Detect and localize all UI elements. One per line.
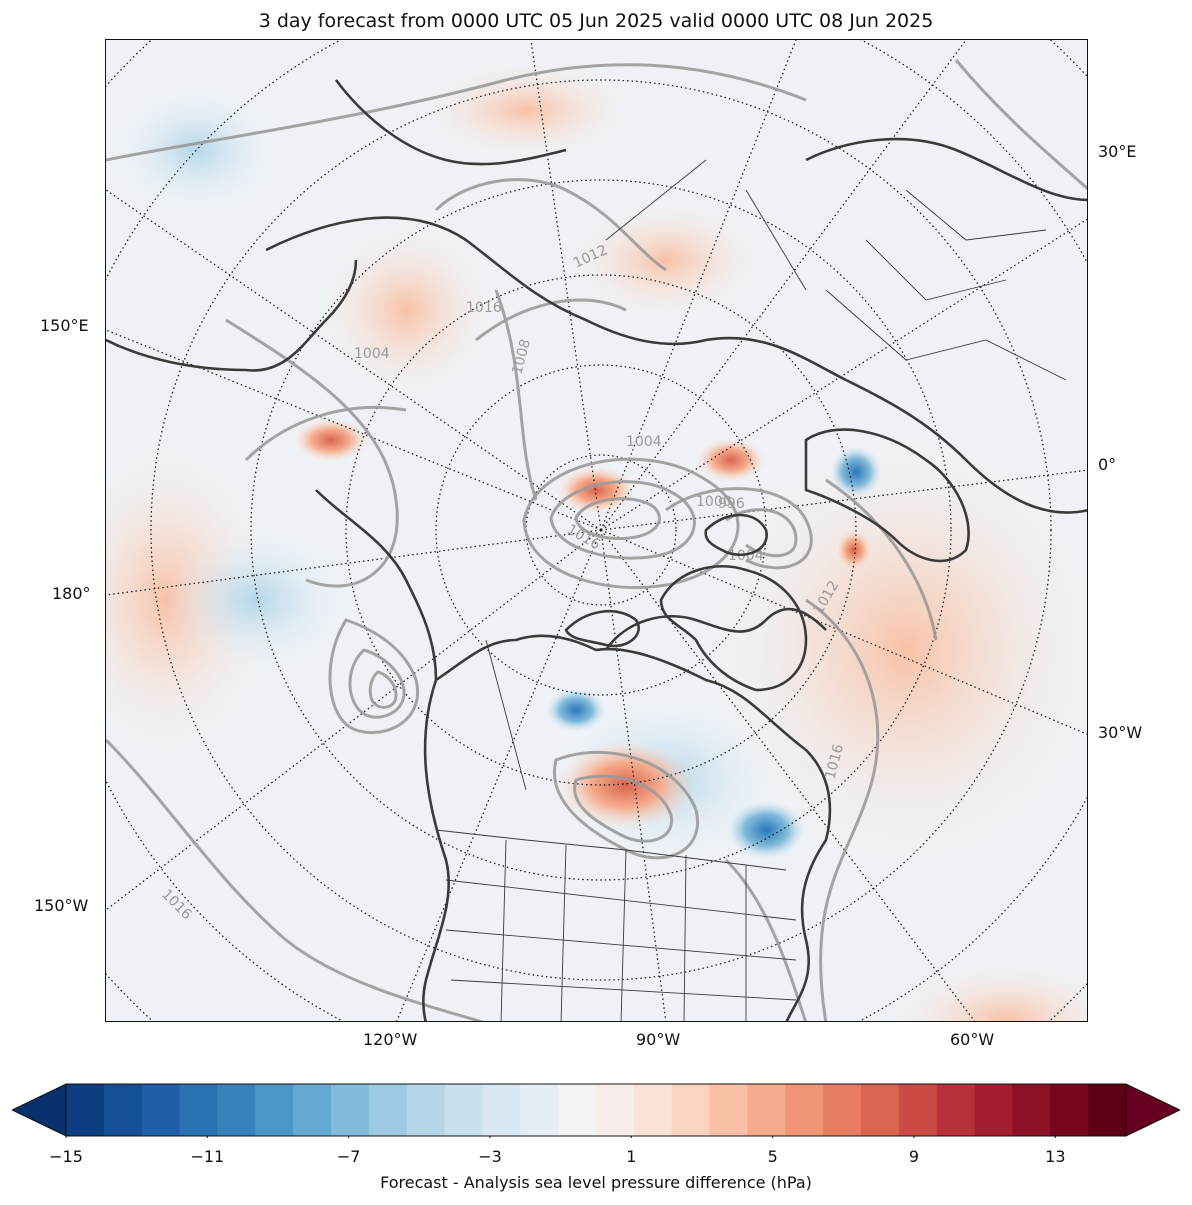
colorbar-outline xyxy=(65,1083,1127,1137)
colorbar-tick-label: 13 xyxy=(1045,1147,1066,1166)
colorbar-segment xyxy=(785,1084,824,1136)
colorbar-segment xyxy=(482,1084,521,1136)
colorbar-segment xyxy=(406,1084,446,1136)
low-pressure-difference-anomaly xyxy=(830,446,882,498)
colorbar-segment xyxy=(331,1084,370,1136)
colorbar-segment xyxy=(671,1084,711,1136)
lon-label-30e: 30°E xyxy=(1098,142,1137,161)
colorbar-segment xyxy=(709,1084,748,1136)
lon-label-90w: 90°W xyxy=(636,1030,681,1049)
colorbar-segment xyxy=(103,1084,143,1136)
colorbar-svg xyxy=(10,1083,1182,1141)
colorbar-extend-max xyxy=(1125,1083,1182,1137)
isobars xyxy=(106,59,1087,1021)
colorbar-tick-label: 5 xyxy=(767,1147,778,1166)
lon-label-150w: 150°W xyxy=(34,896,89,915)
colorbar-extend-min xyxy=(10,1083,67,1137)
isobar-label-1016: 1016 xyxy=(466,300,502,316)
map-panel[interactable]: 1000 1004 1004 1004 1008 1012 1012 1016 … xyxy=(105,39,1088,1022)
isobar-label-1008: 1008 xyxy=(509,337,534,376)
colorbar-segment xyxy=(1012,1084,1051,1136)
colorbar-segment xyxy=(179,1084,218,1136)
isobar-label-1004: 1004 xyxy=(354,346,390,362)
lon-label-150e: 150°E xyxy=(40,316,89,335)
colorbar-segment xyxy=(444,1084,483,1136)
colorbar-segment xyxy=(633,1084,673,1136)
graticule xyxy=(106,40,1087,1021)
isobar-label-1004-b: 1004 xyxy=(626,434,662,450)
lon-label-30w: 30°W xyxy=(1098,723,1143,742)
coastlines xyxy=(106,79,1087,1021)
colorbar-segment xyxy=(596,1084,635,1136)
colorbar-segment xyxy=(141,1084,181,1136)
colorbar-segment xyxy=(255,1084,294,1136)
colorbar-label: Forecast - Analysis sea level pressure d… xyxy=(380,1173,812,1192)
map-svg: 1000 1004 1004 1004 1008 1012 1012 1016 … xyxy=(106,40,1087,1021)
colorbar-segment xyxy=(898,1084,938,1136)
lon-label-120w: 120°W xyxy=(363,1030,418,1049)
colorbar-tick-label: 9 xyxy=(908,1147,920,1166)
colorbar-segment xyxy=(1088,1084,1127,1136)
isobar-label-996: 996 xyxy=(718,496,745,512)
colorbar-segment xyxy=(520,1084,559,1136)
colorbar-segment xyxy=(861,1084,900,1136)
colorbar xyxy=(10,1082,1182,1141)
colorbar-segment xyxy=(558,1084,597,1136)
colorbar-segment xyxy=(747,1084,786,1136)
anomaly-shading xyxy=(106,60,1087,1021)
lon-label-60w: 60°W xyxy=(950,1030,995,1049)
colorbar-segment xyxy=(293,1084,332,1136)
colorbar-segment xyxy=(217,1084,256,1136)
borders xyxy=(435,159,1067,1021)
colorbar-segment xyxy=(368,1084,408,1136)
high-pressure-difference-anomaly xyxy=(556,466,636,514)
colorbar-segment xyxy=(936,1084,976,1136)
colorbar-segment xyxy=(974,1084,1013,1136)
colorbar-segment xyxy=(823,1084,862,1136)
colorbar-tick-label: −3 xyxy=(478,1147,502,1166)
chart-title: 3 day forecast from 0000 UTC 05 Jun 2025… xyxy=(258,10,934,32)
lon-label-0: 0° xyxy=(1098,455,1117,474)
lon-label-180: 180° xyxy=(52,584,91,603)
colorbar-tick-label: 1 xyxy=(626,1147,637,1166)
colorbar-tick-label: −7 xyxy=(336,1147,361,1166)
colorbar-segment xyxy=(1050,1084,1089,1136)
isobar-label-1016-c: 1016 xyxy=(158,887,195,924)
colorbar-segment xyxy=(66,1084,105,1136)
colorbar-tick-label: −11 xyxy=(190,1147,225,1166)
isobar-label-1000: 1000 xyxy=(696,494,732,510)
colorbar-tick-label: −15 xyxy=(49,1147,83,1166)
